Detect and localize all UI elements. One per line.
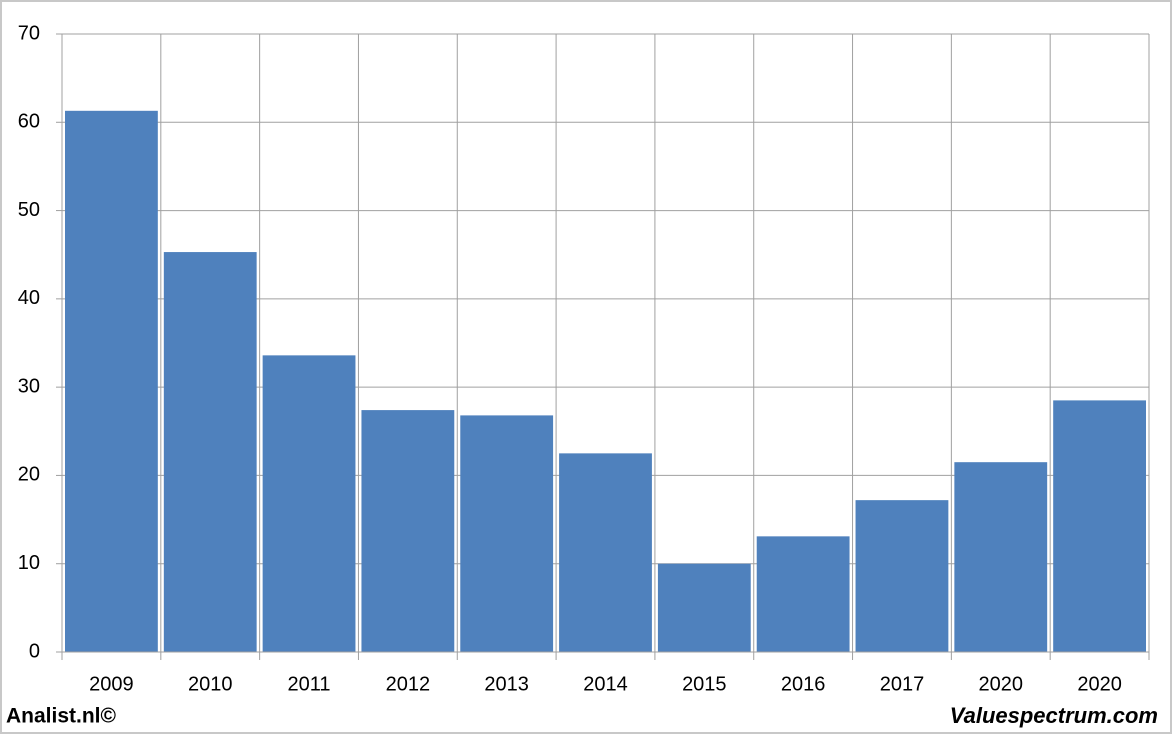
source-left: Analist.nl© — [6, 705, 117, 728]
bar — [1053, 400, 1146, 652]
x-tick-label: 2020 — [979, 673, 1024, 695]
x-tick-label: 2015 — [682, 673, 727, 695]
bar — [361, 410, 455, 652]
x-tick-label: 2009 — [89, 673, 134, 695]
source-right: Valuespectrum.com — [950, 703, 1158, 728]
y-tick-label: 30 — [18, 375, 40, 397]
bar — [657, 563, 751, 652]
x-tick-label: 2011 — [288, 673, 331, 695]
x-tick-label: 2014 — [583, 673, 628, 695]
y-tick-label: 10 — [18, 552, 40, 574]
y-tick-label: 50 — [18, 199, 40, 221]
y-tick-label: 40 — [18, 287, 40, 309]
x-tick-label: 2013 — [484, 673, 529, 695]
bar — [262, 355, 356, 652]
y-tick-label: 70 — [18, 22, 40, 44]
x-tick-label: 2020 — [1077, 673, 1122, 695]
y-tick-label: 20 — [18, 464, 40, 486]
x-tick-label: 2012 — [386, 673, 431, 695]
y-tick-label: 0 — [29, 640, 40, 662]
y-tick-label: 60 — [18, 111, 40, 133]
bar — [65, 110, 158, 652]
bar — [855, 500, 949, 652]
bar — [163, 252, 257, 652]
bar — [559, 453, 652, 652]
x-tick-label: 2017 — [880, 673, 925, 695]
x-tick-label: 2010 — [188, 673, 233, 695]
x-tick-label: 2016 — [781, 673, 826, 695]
bar — [954, 462, 1048, 652]
bar — [460, 415, 554, 652]
bar — [756, 536, 850, 652]
